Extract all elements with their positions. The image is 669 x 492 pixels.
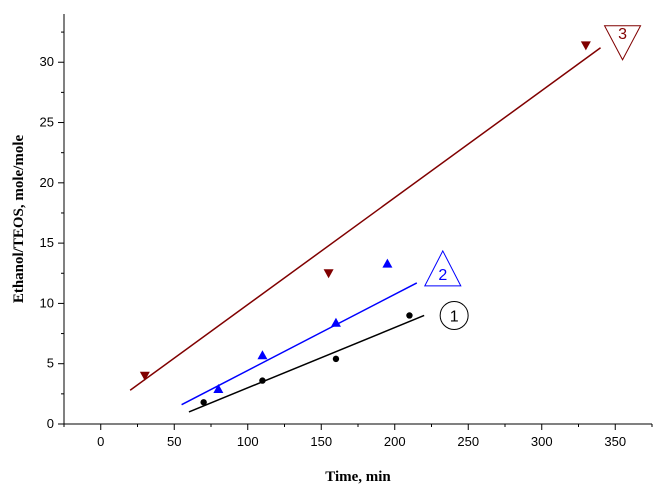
data-point-series-1 [406,312,413,319]
x-tick-label: 250 [457,434,479,449]
y-tick-label: 30 [40,54,54,69]
data-point-series-2 [213,384,224,394]
data-point-series-3 [580,41,591,51]
y-tick-label: 5 [47,356,54,371]
data-point-series-3 [139,371,150,381]
x-tick-label: 200 [384,434,406,449]
x-tick-label: 100 [237,434,259,449]
data-points [139,41,591,406]
series-label-frame [439,300,469,330]
series-label-1: 1 [439,300,469,330]
y-tick-label: 15 [40,235,54,250]
data-point-series-1 [259,377,266,384]
y-axis-title: Ethanol/TEOS, mole/mole [11,134,27,303]
data-point-series-1 [200,399,207,406]
data-point-series-3 [323,269,334,279]
series-label-text: 2 [438,267,447,284]
series-labels: 1 2 3 [423,25,642,330]
y-tick-label: 0 [47,416,54,431]
x-tick-label: 300 [531,434,553,449]
x-axis-title: Time, min [325,469,391,485]
data-point-series-1 [332,355,340,363]
data-point-series-2 [382,258,393,268]
y-tick-label: 20 [40,175,54,190]
fit-line-series-2 [181,282,418,406]
series-label-text: 3 [618,26,627,43]
fit-line-series-1 [188,314,425,413]
series-label-frame [603,25,642,61]
x-tick-label: 0 [97,434,104,449]
y-tick-label: 10 [40,295,54,310]
series-label-3: 3 [603,25,642,61]
data-point-series-2 [330,317,341,327]
series-label-2: 2 [423,249,462,287]
y-ticks: 0 5 10 15 20 25 30 [40,31,64,431]
series-label-frame [423,249,462,287]
y-tick-label: 25 [40,115,54,130]
fit-lines [129,47,601,413]
data-point-series-2 [257,350,268,360]
x-ticks: 0 50 100 150 200 250 300 350 [63,424,653,449]
series-label-text: 1 [450,308,459,325]
x-tick-label: 50 [167,434,181,449]
x-tick-label: 150 [310,434,332,449]
fit-line-series-3 [129,47,601,391]
plot-area: 0 50 100 150 200 250 300 350 0 5 10 15 20 25 30 1 2 3 [40,14,653,449]
x-tick-label: 350 [604,434,626,449]
